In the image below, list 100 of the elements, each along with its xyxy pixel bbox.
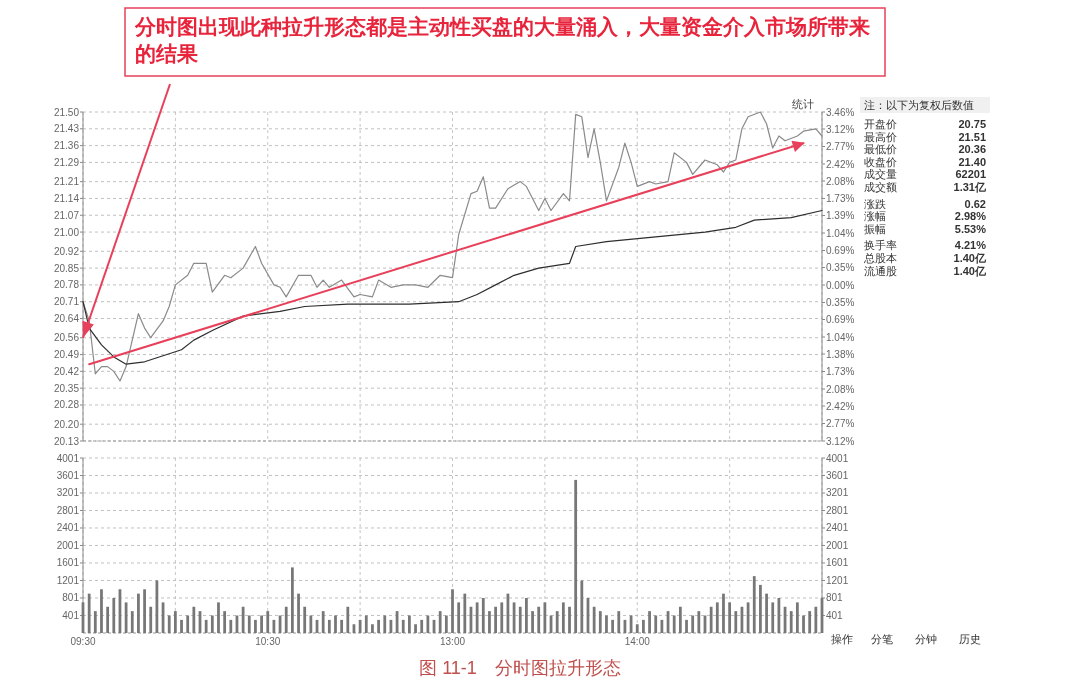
bar <box>303 606 307 633</box>
x-tick-label: 09:30 <box>70 636 96 647</box>
bar <box>186 615 190 633</box>
text: 最低价 <box>864 143 897 156</box>
bar <box>420 619 424 633</box>
y-tick-label: 21.14 <box>53 192 80 204</box>
y2-tick-label: 2.08% <box>826 383 855 395</box>
bar <box>475 602 479 633</box>
bar <box>802 615 805 633</box>
y-tick-label: 801 <box>62 592 80 604</box>
bar <box>130 611 134 633</box>
bar <box>561 602 565 633</box>
y-tick-label: 20.92 <box>53 245 80 257</box>
text: 2.98% <box>954 210 987 223</box>
bar <box>327 619 331 633</box>
bar <box>106 606 110 633</box>
y2-tick-label: 2401 <box>826 522 849 534</box>
text: 流通股 <box>864 264 897 277</box>
bar <box>229 619 233 633</box>
x-tick-label: 10:30 <box>255 636 281 647</box>
y2-tick-label: 1.73% <box>826 366 855 377</box>
x-tick-label: 13:00 <box>439 636 466 647</box>
y2-tick-label: 2.42% <box>826 400 855 412</box>
bar <box>611 619 614 633</box>
text: 4.21% <box>954 239 987 252</box>
bar <box>722 593 725 633</box>
bar <box>685 619 688 633</box>
bar <box>795 602 799 633</box>
bar <box>291 567 294 633</box>
bar <box>346 606 350 633</box>
bar <box>531 611 534 633</box>
bar <box>709 606 713 633</box>
y-tick-label: 1201 <box>56 574 80 586</box>
bar <box>518 606 522 633</box>
bar <box>728 602 732 633</box>
y2-tick-label: 0.35% <box>826 297 855 308</box>
bar <box>93 611 97 633</box>
bar <box>371 624 374 633</box>
bar <box>451 589 454 633</box>
y-tick-label: 20.42 <box>53 365 80 377</box>
bar <box>180 619 183 633</box>
bar <box>444 615 448 633</box>
bar <box>204 619 208 633</box>
text: 62201 <box>955 168 986 181</box>
y2-tick-label: 2.77% <box>826 141 855 152</box>
bar <box>752 576 756 633</box>
bar <box>543 602 547 633</box>
text: 开盘价 <box>864 118 897 130</box>
y-tick-label: 2001 <box>56 539 80 551</box>
y2-tick-label: 1.38% <box>826 348 855 360</box>
bar <box>481 598 485 633</box>
bar <box>173 611 177 633</box>
y2-tick-label: 0.69% <box>826 245 855 256</box>
y-tick-label: 20.28 <box>53 399 80 411</box>
bar <box>309 615 313 633</box>
y-tick-label: 20.85 <box>53 262 80 274</box>
y2-tick-label: 3201 <box>826 487 849 499</box>
bar <box>457 602 461 633</box>
bar <box>383 615 387 633</box>
y-tick-label: 401 <box>62 609 80 621</box>
bar <box>217 602 220 633</box>
y-tick-label: 20.56 <box>53 332 80 344</box>
bar <box>321 611 325 633</box>
text: 成交量 <box>864 168 897 181</box>
bar <box>555 611 559 633</box>
annotation: 分时图出现此种拉升形态都是主动性买盘的大量涌入，大量资金介入市场所带来的结果 <box>135 14 871 68</box>
bar <box>377 619 380 633</box>
bar <box>771 602 775 633</box>
y2-tick-label: 2.08% <box>826 175 855 187</box>
bar <box>87 593 91 633</box>
y-tick-label: 3201 <box>56 487 80 499</box>
y2-tick-label: 1601 <box>826 557 849 569</box>
text: 收盘价 <box>864 155 897 168</box>
y-tick-label: 21.21 <box>53 176 80 188</box>
y2-tick-label: 0.00% <box>826 279 855 291</box>
bar <box>691 615 695 633</box>
text: 振幅 <box>864 222 886 235</box>
bar <box>284 606 288 633</box>
y-tick-label: 4001 <box>56 452 80 464</box>
bar <box>648 611 651 633</box>
bar <box>167 615 171 633</box>
y2-tick-label: 2.77% <box>826 418 855 429</box>
text: 1.31亿 <box>953 181 987 193</box>
y2-tick-label: 1.04% <box>826 227 855 239</box>
bar <box>340 619 344 633</box>
y2-tick-label: 3601 <box>826 470 849 481</box>
text: 分笔 <box>871 633 893 645</box>
y-tick-label: 20.71 <box>53 296 80 308</box>
bar <box>568 606 571 633</box>
bar <box>149 606 153 633</box>
text: 5.53% <box>954 222 987 235</box>
y-tick-label: 21.07 <box>53 209 80 221</box>
y2-tick-label: 401 <box>826 609 844 621</box>
text: 21.40 <box>958 155 986 168</box>
y2-tick-label: 3.12% <box>826 435 855 447</box>
y2-tick-label: 1.39% <box>826 210 855 221</box>
bar <box>334 615 337 633</box>
bar <box>112 598 116 633</box>
bar <box>814 606 818 633</box>
y-tick-label: 2401 <box>56 522 80 534</box>
